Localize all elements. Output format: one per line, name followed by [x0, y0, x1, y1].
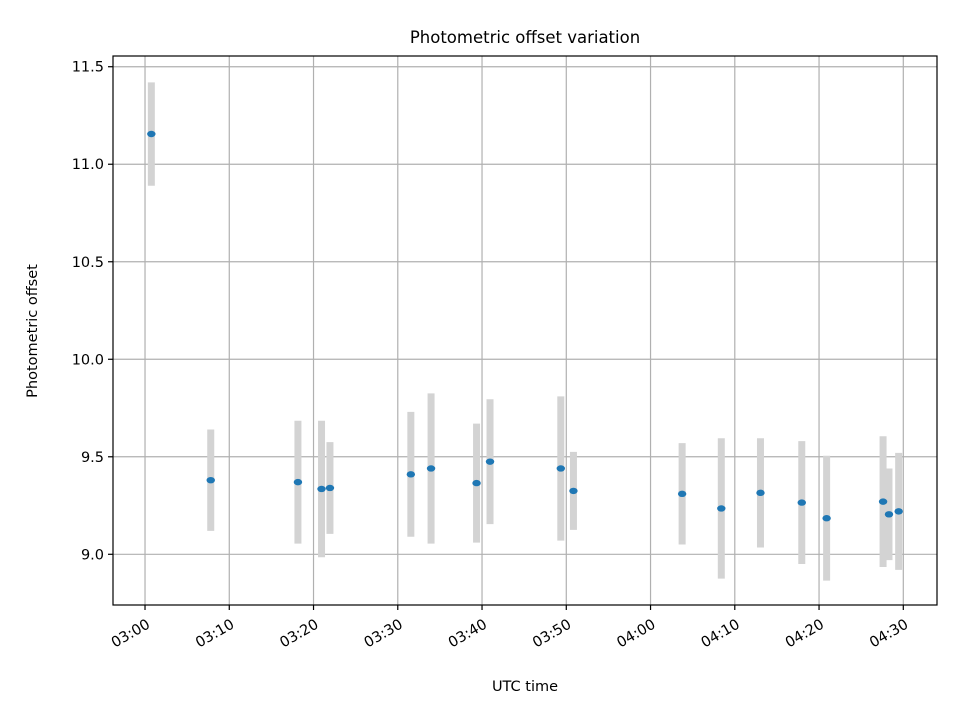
x-tick-label: 04:30: [867, 617, 911, 652]
plot-frame: [112, 55, 938, 606]
x-tick-label: 03:40: [446, 617, 490, 652]
x-tick-label: 03:10: [193, 617, 237, 652]
x-tick-label: 04:00: [614, 617, 658, 652]
y-axis: 9.0 9.5 10.0 10.5 11.0 11.5: [72, 60, 113, 563]
x-axis-label: UTC time: [492, 679, 558, 695]
chart-title: Photometric offset variation: [410, 28, 640, 47]
data-point: [406, 471, 416, 478]
data-point: [206, 476, 215, 484]
x-tick-label: 03:30: [362, 617, 406, 652]
data-point: [147, 130, 156, 138]
x-tick-label: 03:00: [109, 617, 153, 652]
y-tick-label: 11.5: [72, 60, 104, 76]
grid: [113, 56, 937, 605]
x-tick-label: 03:20: [277, 617, 321, 652]
y-tick-label: 10.5: [72, 255, 104, 271]
x-tick-label: 04:20: [783, 617, 827, 652]
data-point: [822, 515, 831, 522]
y-tick-label: 9.5: [81, 450, 104, 466]
data-point: [317, 485, 326, 493]
x-axis: 03:00 03:10 03:20 03:30 03:40 03:50 04:00 04:10…: [109, 605, 911, 651]
data-point: [556, 465, 566, 472]
data-point: [472, 479, 481, 487]
y-axis-label: Photometric offset: [25, 264, 41, 398]
data-point: [884, 511, 894, 518]
data-point: [293, 478, 303, 486]
data-point: [485, 458, 495, 465]
data-point: [426, 465, 436, 472]
data-point: [717, 505, 726, 512]
data-point: [569, 487, 578, 495]
x-tick-label: 03:50: [530, 617, 574, 652]
plot-area: [113, 56, 937, 605]
data-point: [894, 508, 903, 515]
data-point: [797, 499, 806, 506]
x-tick-label: 04:10: [699, 617, 743, 652]
y-tick-label: 10.0: [72, 352, 104, 368]
data-point: [325, 484, 335, 492]
data-point: [677, 490, 687, 498]
data-point: [878, 498, 888, 505]
data-point: [756, 489, 765, 497]
data-points: [147, 130, 903, 522]
y-tick-label: 11.0: [72, 157, 104, 173]
y-tick-label: 9.0: [81, 547, 104, 563]
